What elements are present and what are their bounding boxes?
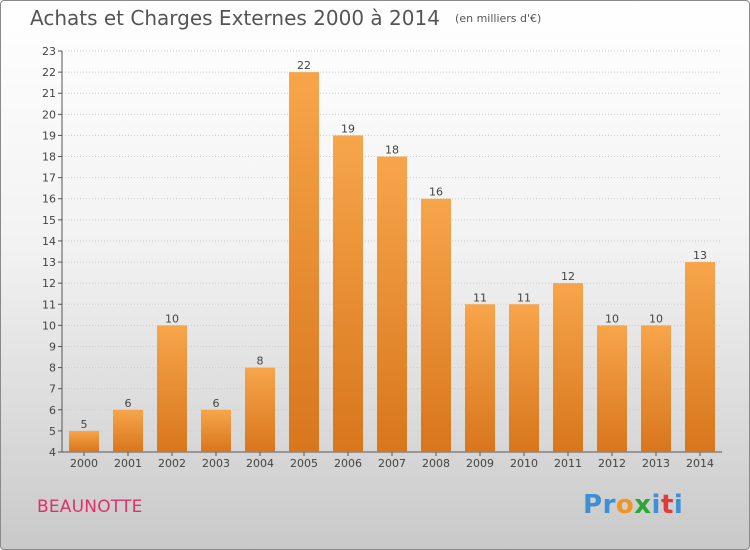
y-tick-label: 4: [49, 446, 56, 459]
logo-letter: r: [602, 490, 616, 520]
x-tick-label-2001: 2001: [114, 457, 142, 470]
y-tick-label: 21: [42, 87, 56, 100]
place-name: BEAUNOTTE: [37, 497, 143, 517]
x-tick-label-2004: 2004: [246, 457, 274, 470]
title-row: Achats et Charges Externes 2000 à 2014 (…: [30, 6, 541, 30]
data-label-2011: 12: [561, 270, 575, 283]
bar-2011: [553, 283, 583, 452]
logo-letter: o: [615, 490, 635, 520]
x-tick-label-2014: 2014: [686, 457, 714, 470]
y-tick-label: 12: [42, 277, 56, 290]
y-tick-label: 17: [42, 172, 56, 185]
x-tick-label-2012: 2012: [598, 457, 626, 470]
y-tick-label: 19: [42, 129, 56, 142]
bar-2002: [157, 325, 187, 452]
data-label-2006: 19: [341, 122, 355, 135]
chart-subtitle: (en milliers d'€): [455, 12, 542, 25]
proxiti-logo: Proxiti: [583, 490, 683, 520]
data-label-2005: 22: [297, 59, 311, 72]
x-tick-label-2002: 2002: [158, 457, 186, 470]
bar-2007: [377, 156, 407, 453]
data-label-2007: 18: [385, 144, 399, 157]
bar-2014: [685, 262, 715, 452]
bar-2006: [333, 135, 363, 452]
x-tick-label-2010: 2010: [510, 457, 538, 470]
data-label-2008: 16: [429, 186, 443, 199]
data-label-2014: 13: [693, 249, 707, 262]
bar-2000: [69, 430, 99, 452]
data-label-2012: 10: [605, 312, 619, 325]
y-tick-label: 16: [42, 193, 56, 206]
y-tick-label: 13: [42, 256, 56, 269]
logo-letter: i: [651, 490, 661, 520]
bar-2009: [465, 304, 495, 452]
y-tick-label: 7: [49, 383, 56, 396]
y-tick-label: 9: [49, 340, 56, 353]
data-label-2013: 10: [649, 312, 663, 325]
data-label-2000: 5: [81, 418, 88, 431]
x-tick-label-2011: 2011: [554, 457, 582, 470]
y-tick-label: 15: [42, 214, 56, 227]
x-tick-label-2008: 2008: [422, 457, 450, 470]
x-tick-label-2006: 2006: [334, 457, 362, 470]
data-label-2009: 11: [473, 291, 487, 304]
y-tick-label: 6: [49, 404, 56, 417]
y-tick-label: 20: [42, 108, 56, 121]
x-tick-label-2009: 2009: [466, 457, 494, 470]
logo-letter: P: [583, 490, 603, 520]
bar-2004: [245, 367, 275, 452]
data-label-2003: 6: [213, 397, 220, 410]
logo-letter: i: [673, 490, 684, 520]
bar-2008: [421, 198, 451, 452]
y-tick-label: 5: [49, 425, 56, 438]
logo-letter: x: [634, 490, 652, 520]
bar-2005: [289, 72, 319, 453]
y-tick-label: 18: [42, 151, 56, 164]
data-label-2004: 8: [257, 355, 264, 368]
y-tick-label: 11: [42, 298, 56, 311]
y-tick-label: 10: [42, 319, 56, 332]
y-tick-label: 22: [42, 66, 56, 79]
bar-2010: [509, 304, 539, 452]
x-tick-label-2007: 2007: [378, 457, 406, 470]
data-label-2002: 10: [165, 312, 179, 325]
x-tick-label-2013: 2013: [642, 457, 670, 470]
x-tick-label-2005: 2005: [290, 457, 318, 470]
data-label-2010: 11: [517, 291, 531, 304]
bar-2003: [201, 409, 231, 452]
bar-2012: [597, 325, 627, 452]
y-tick-label: 8: [49, 362, 56, 375]
y-tick-label: 23: [42, 45, 56, 58]
data-label-2001: 6: [125, 397, 132, 410]
x-tick-label-2000: 2000: [70, 457, 98, 470]
x-tick-label-2003: 2003: [202, 457, 230, 470]
bar-2013: [641, 325, 671, 452]
chart-title: Achats et Charges Externes 2000 à 2014: [30, 6, 440, 30]
logo-letter: t: [660, 490, 674, 520]
bar-2001: [113, 409, 143, 452]
y-tick-label: 14: [42, 235, 56, 248]
